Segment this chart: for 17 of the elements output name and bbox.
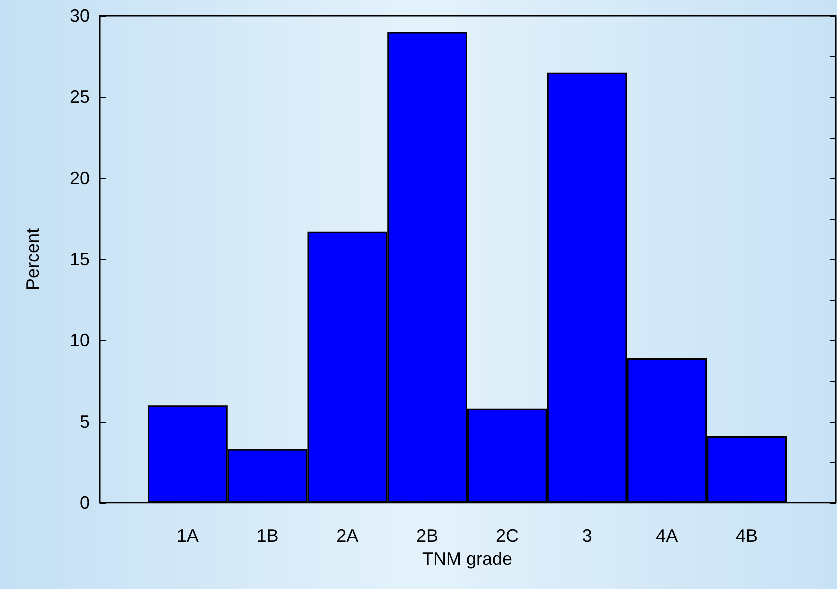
y-tick-label: 20 bbox=[70, 168, 90, 188]
y-axis-title: Percent bbox=[23, 228, 43, 291]
x-tick-label: 4B bbox=[736, 526, 758, 546]
y-tick-label: 25 bbox=[70, 87, 90, 108]
x-tick-label: 2C bbox=[496, 526, 519, 546]
y-tick-label: 30 bbox=[70, 6, 90, 26]
x-axis-title: TNM grade bbox=[422, 548, 513, 569]
x-tick-label: 1B bbox=[256, 526, 279, 546]
x-tick-label: 4A bbox=[656, 526, 678, 546]
x-tick-label: 1A bbox=[176, 526, 199, 546]
x-tick-label: 2B bbox=[416, 526, 439, 546]
x-tick-label: 2A bbox=[336, 526, 359, 546]
y-tick-label: 10 bbox=[70, 330, 90, 351]
y-tick-label: 0 bbox=[80, 493, 90, 513]
y-tick-label: 5 bbox=[80, 412, 90, 432]
x-tick-label: 3 bbox=[582, 526, 592, 546]
y-tick-label: 15 bbox=[70, 250, 90, 270]
